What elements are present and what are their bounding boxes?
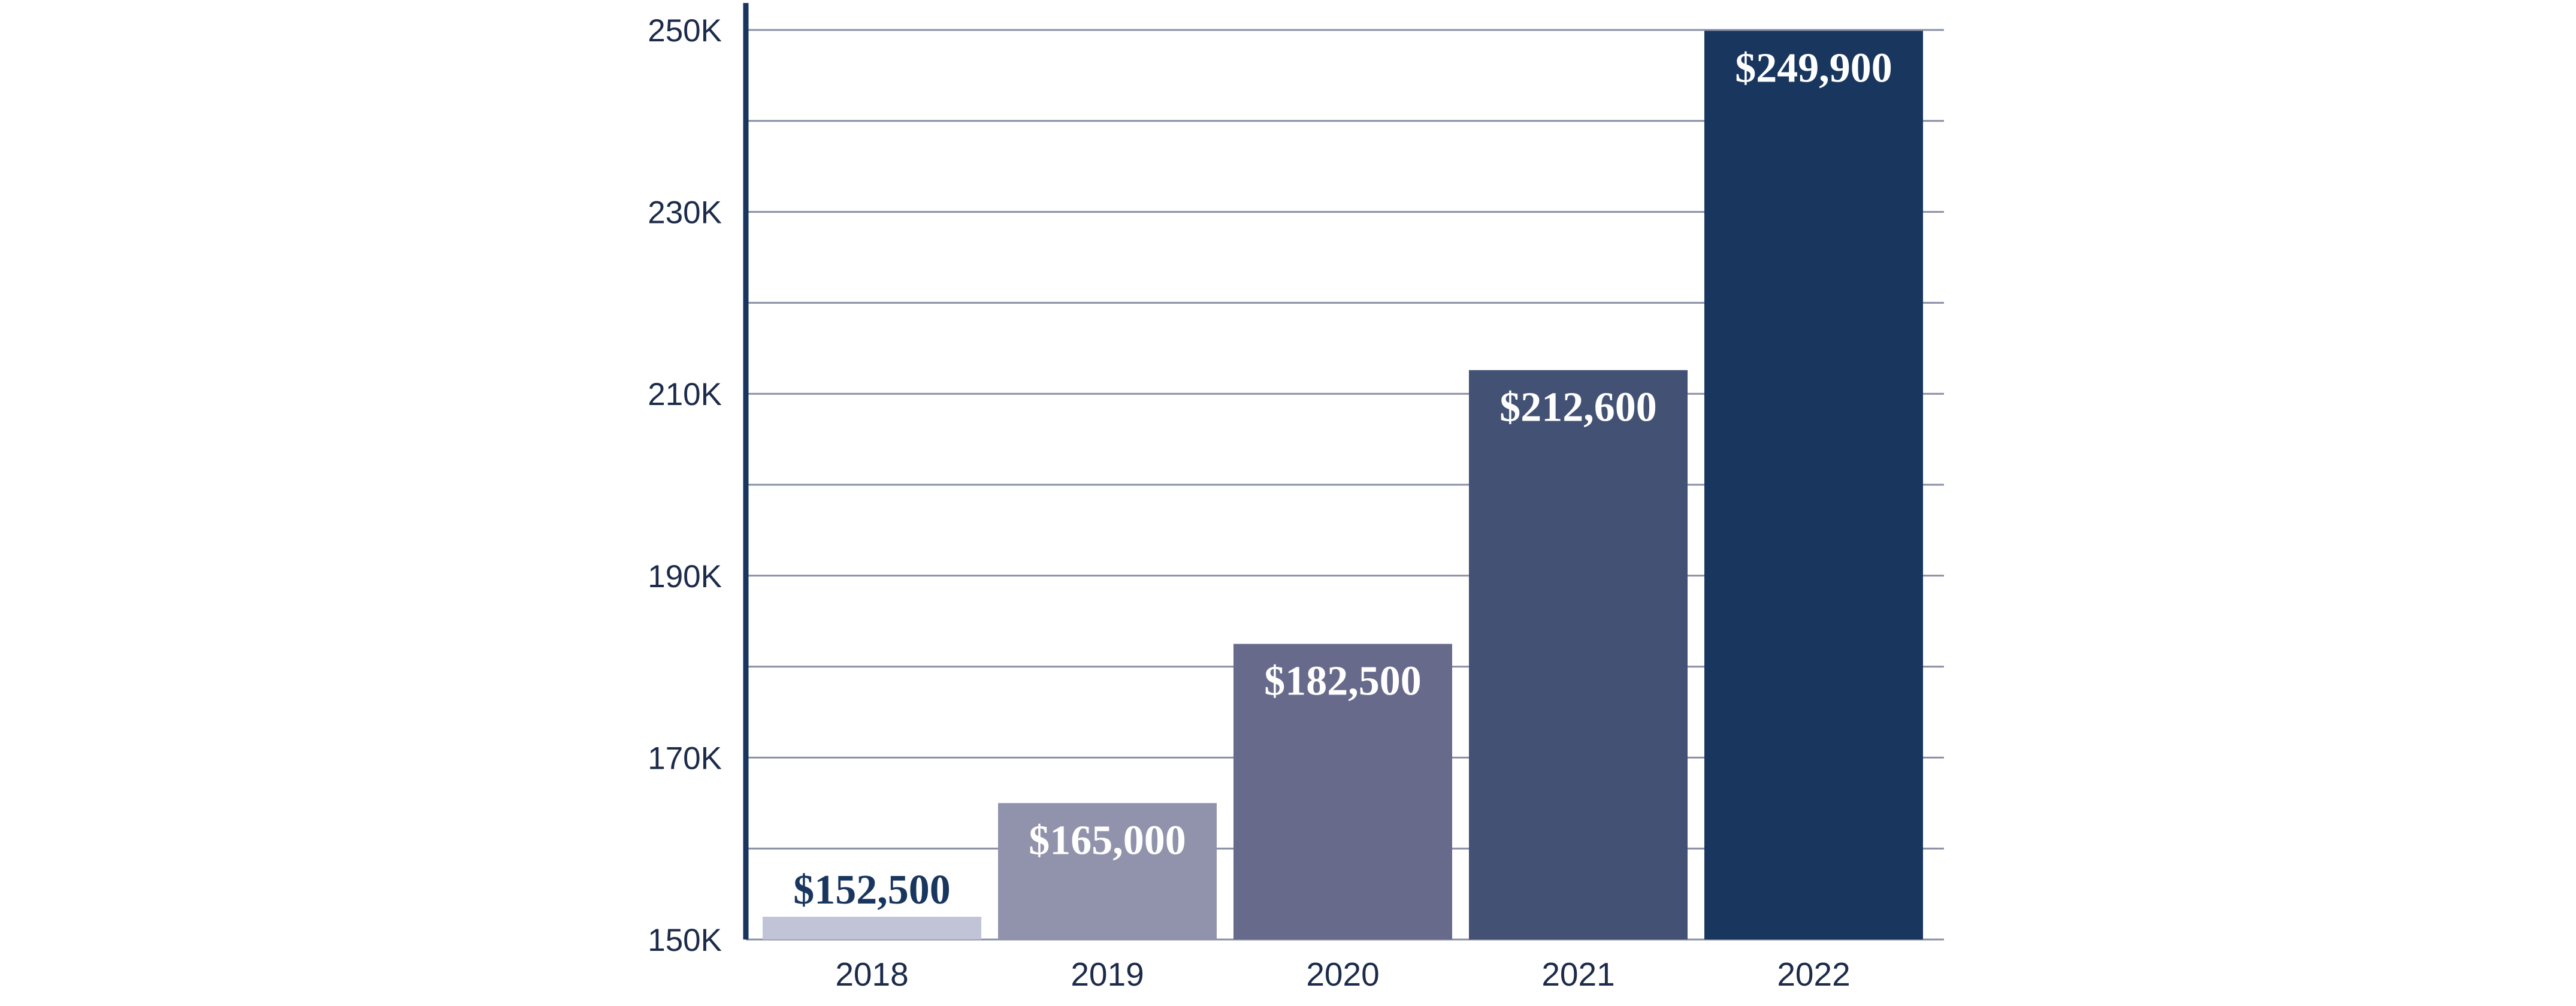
data-label: $212,600 xyxy=(1499,385,1657,431)
x-tick-label: 2019 xyxy=(1071,956,1144,993)
data-label: $182,500 xyxy=(1264,658,1422,705)
y-tick-label: 190K xyxy=(648,559,722,594)
x-tick-label: 2020 xyxy=(1306,956,1379,993)
data-label: $152,500 xyxy=(793,867,951,913)
y-tick-label: 250K xyxy=(648,13,722,49)
x-axis-ticks: 2018 2019 2020 2021 2022 xyxy=(835,956,1850,993)
bar-2019 xyxy=(998,803,1217,939)
bar-2022 xyxy=(1704,31,1923,940)
x-tick-label: 2018 xyxy=(835,956,908,993)
x-tick-label: 2021 xyxy=(1541,956,1614,993)
y-tick-label: 170K xyxy=(648,741,722,776)
y-tick-label: 150K xyxy=(648,923,722,958)
x-tick-label: 2022 xyxy=(1777,956,1850,993)
bars xyxy=(763,31,1923,940)
bar-2021 xyxy=(1469,370,1688,939)
bar-2018 xyxy=(763,917,981,939)
y-axis-ticks: 150K 170K 190K 210K 230K 250K xyxy=(648,13,722,958)
data-label: $165,000 xyxy=(1029,817,1186,863)
data-labels: $152,500 $165,000 $182,500 $212,600 $249,900 xyxy=(793,46,1892,914)
data-label: $249,900 xyxy=(1735,46,1892,92)
y-tick-label: 230K xyxy=(648,195,722,231)
bar-2020 xyxy=(1233,644,1452,939)
y-tick-label: 210K xyxy=(648,377,722,412)
